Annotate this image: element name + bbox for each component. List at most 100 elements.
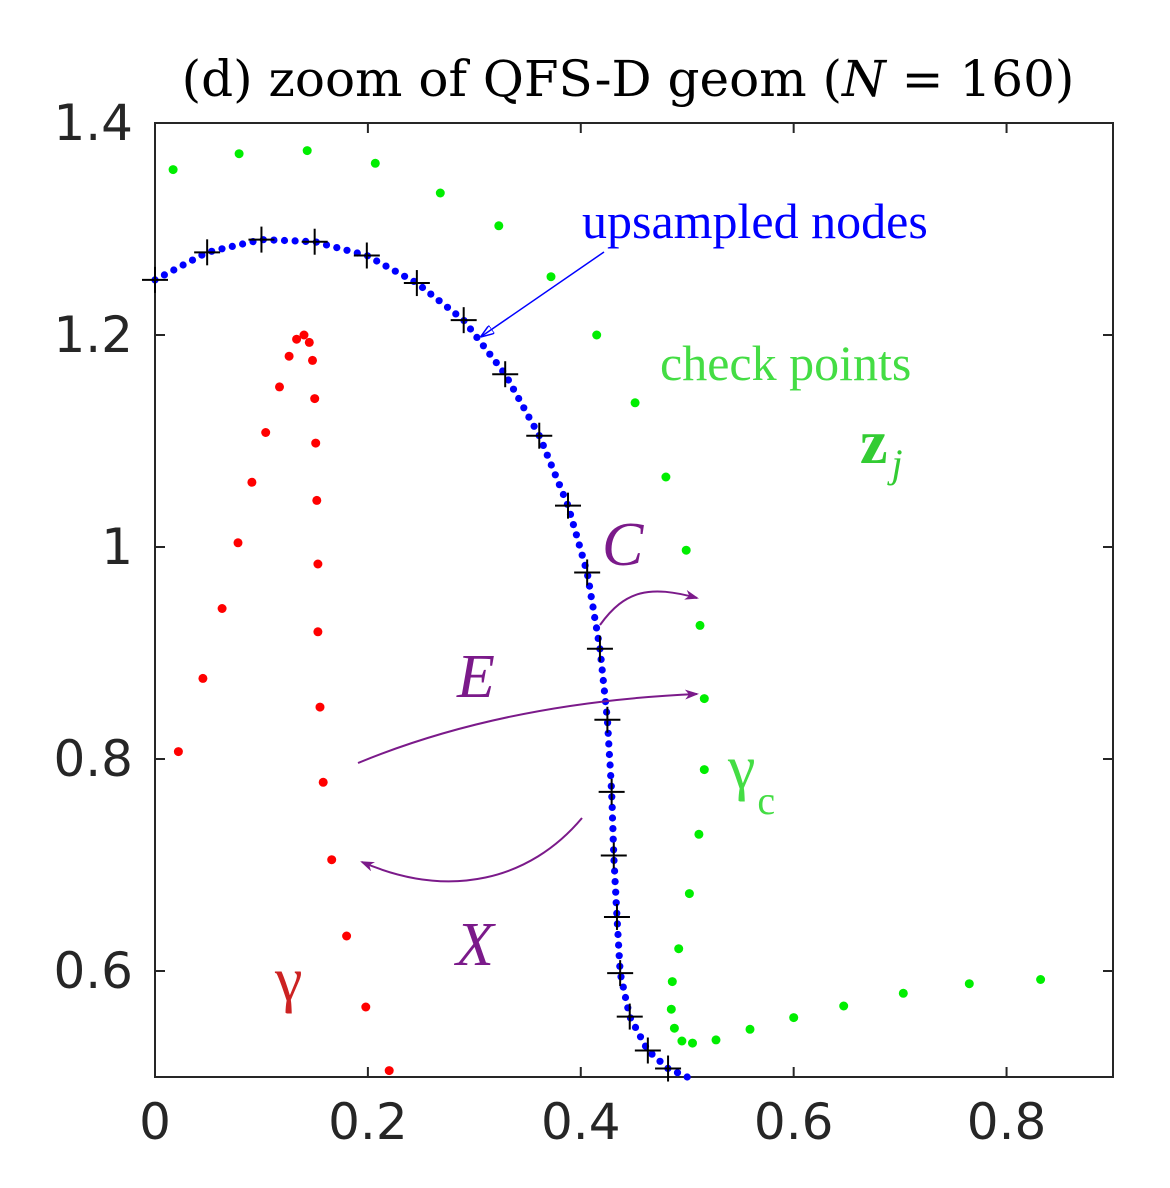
nodes-point <box>607 960 634 987</box>
upsampled-node <box>401 272 409 280</box>
upsampled-node <box>611 878 619 886</box>
gamma_c-point <box>669 1023 679 1033</box>
gamma-point <box>292 334 302 344</box>
upsampled-node <box>621 993 630 1002</box>
label-e: E <box>456 643 495 711</box>
upsampled-node <box>631 1023 640 1031</box>
nodes-point <box>555 492 582 519</box>
nodes-point <box>194 239 221 266</box>
gamma_c-point <box>1036 975 1046 984</box>
gamma-point <box>261 428 271 437</box>
upsampled-node <box>605 750 614 759</box>
gamma_c-point <box>964 979 974 989</box>
nodes-point <box>450 307 477 334</box>
upsampled-node <box>597 655 605 664</box>
upsampled-node <box>551 471 559 479</box>
axis-ticks: 0 0.2 0.4 0.6 0.8 0.6 0.8 1 1.2 1.4 <box>53 94 1113 1151</box>
upsampled-node <box>619 983 627 991</box>
label-gamma: γ <box>274 946 302 1014</box>
nodes-point <box>586 635 613 662</box>
gamma_c-point <box>677 1036 687 1046</box>
upsampled-node <box>188 256 197 264</box>
label-c: C <box>602 511 644 579</box>
upsampled-node <box>504 376 512 384</box>
y-tick-label: 1.2 <box>53 306 133 364</box>
upsampled-node <box>600 687 609 695</box>
gamma-point <box>313 627 323 637</box>
upsampled-node <box>607 772 615 780</box>
gamma_c-point <box>667 977 677 987</box>
nodes-point <box>655 1055 682 1082</box>
x-tick-label: 0.2 <box>328 1093 408 1151</box>
gamma-point <box>284 351 294 361</box>
gamma-point <box>304 337 314 347</box>
gamma-point <box>327 855 337 865</box>
arrow-c <box>599 589 699 626</box>
upsampled-node <box>280 236 289 245</box>
upsampled-node <box>615 941 623 949</box>
upsampled-node <box>228 242 236 250</box>
arrow-x <box>360 817 583 883</box>
gamma-point <box>311 438 321 448</box>
upsampled-node <box>575 541 583 549</box>
upsampled-node <box>605 740 613 748</box>
x-tick-label: 0.4 <box>541 1093 621 1151</box>
gamma-point <box>342 931 352 941</box>
upsampled-node <box>435 297 443 305</box>
y-tick-label: 1.4 <box>53 94 133 152</box>
gamma_c-point <box>592 330 602 340</box>
gamma-point <box>275 382 284 392</box>
nodes-point <box>492 361 519 388</box>
upsampled-node <box>587 593 595 601</box>
upsampled-node <box>492 359 500 367</box>
upsampled-node <box>572 531 581 539</box>
upsampled-node <box>382 262 390 270</box>
gamma-point <box>173 747 183 757</box>
nodes-point <box>600 842 627 869</box>
gamma_c-point <box>699 694 709 704</box>
upsampled-node <box>218 245 226 253</box>
y-tick-label: 1 <box>101 518 133 576</box>
upsampled-node <box>611 867 619 875</box>
gamma_c-point <box>234 149 244 159</box>
gamma_c-point <box>839 1001 849 1011</box>
gamma-point <box>318 777 328 787</box>
upsampled-node <box>543 451 551 459</box>
gamma-point <box>384 1066 394 1076</box>
nodes-point <box>403 270 430 297</box>
chart-title: (d) zoom of QFS-D geom (N = 160) <box>182 50 1075 108</box>
nodes-point <box>301 228 328 255</box>
nodes-point <box>603 903 630 930</box>
upsampled-node <box>473 333 481 341</box>
upsampled-node <box>520 404 528 412</box>
upsampled-node <box>443 303 452 311</box>
nodes-point <box>353 242 380 269</box>
label-gamma-c: γc <box>727 734 775 823</box>
gamma-point <box>247 477 257 487</box>
gamma_c-point <box>694 829 704 839</box>
gamma-point <box>361 1002 371 1012</box>
series-layer <box>142 146 1046 1082</box>
upsampled-node <box>466 325 475 333</box>
upsampled-node <box>615 952 623 960</box>
upsampled-node <box>291 237 299 245</box>
upsampled-node <box>343 246 351 254</box>
y-tick-label: 0.6 <box>53 942 133 1000</box>
upsampled-node <box>606 761 614 769</box>
upsampled-node <box>322 241 331 249</box>
gamma-point <box>308 355 317 365</box>
upsampled-node <box>170 266 178 274</box>
upsampled-node <box>525 413 533 421</box>
upsampled-node <box>391 267 399 275</box>
gamma_c-point <box>666 1004 676 1014</box>
nodes-point <box>616 1003 643 1030</box>
upsampled-node <box>673 1069 682 1077</box>
upsampled-node <box>555 481 564 489</box>
gamma_c-point <box>695 620 705 630</box>
upsampled-node <box>598 666 606 674</box>
gamma_c-point <box>370 158 380 168</box>
upsampled-node <box>609 825 617 833</box>
gamma_c-point <box>494 221 504 231</box>
upsampled-node <box>418 283 427 292</box>
